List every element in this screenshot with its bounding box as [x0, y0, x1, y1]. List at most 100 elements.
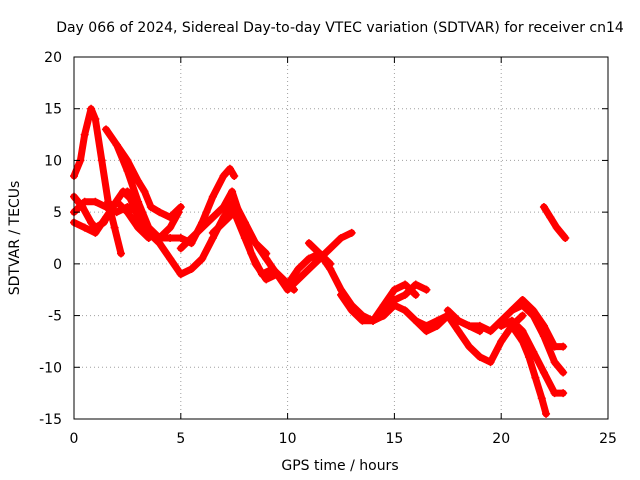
- data-point: [537, 394, 546, 403]
- data-point: [102, 125, 111, 134]
- data-point: [518, 296, 527, 305]
- data-point: [326, 265, 335, 274]
- y-tick-label: -15: [39, 412, 62, 428]
- y-tick-label: 10: [44, 153, 62, 169]
- data-point: [251, 259, 260, 268]
- data-point: [99, 218, 108, 227]
- data-point: [326, 244, 335, 253]
- chart-title: Day 066 of 2024, Sidereal Day-to-day VTE…: [56, 20, 624, 36]
- data-point: [134, 213, 143, 222]
- data-point: [337, 290, 345, 299]
- data-point: [166, 213, 175, 222]
- data-point: [559, 368, 568, 377]
- data-point: [116, 249, 125, 258]
- data-point: [411, 316, 420, 325]
- data-point: [262, 254, 271, 263]
- data-point: [465, 321, 474, 330]
- series-trail: [252, 229, 356, 294]
- data-point: [422, 327, 431, 336]
- data-point: [550, 358, 559, 367]
- data-point: [358, 316, 367, 325]
- data-point: [112, 140, 121, 149]
- data-point: [176, 202, 185, 211]
- data-point: [87, 104, 96, 113]
- series-track-10: [251, 228, 356, 294]
- data-point: [304, 265, 313, 274]
- series-track-17: [507, 321, 551, 418]
- data-point: [559, 342, 568, 351]
- series-trail: [337, 281, 420, 325]
- data-point: [144, 228, 153, 237]
- series-trail: [508, 301, 567, 376]
- data-point: [272, 270, 281, 279]
- x-tick-label: 5: [176, 431, 185, 447]
- data-point: [507, 321, 516, 330]
- grid-lines: [74, 57, 608, 419]
- data-point: [187, 234, 196, 242]
- data-point: [475, 352, 484, 361]
- data-point: [518, 311, 527, 320]
- data-point: [140, 187, 149, 196]
- data-point: [219, 218, 228, 227]
- data-point: [134, 177, 143, 186]
- data-point: [529, 306, 538, 315]
- data-point: [146, 202, 155, 211]
- data-point: [80, 223, 89, 232]
- data-point: [123, 166, 132, 175]
- data-point: [97, 156, 106, 165]
- data-point: [559, 389, 568, 398]
- data-point: [401, 280, 410, 289]
- data-point: [347, 306, 356, 315]
- x-tick-label: 20: [492, 431, 510, 447]
- data-point: [518, 327, 527, 336]
- data-point: [347, 228, 356, 237]
- data-point: [518, 337, 527, 346]
- data-point: [166, 223, 175, 232]
- data-point: [198, 223, 207, 232]
- data-point: [91, 115, 100, 124]
- data-point: [91, 197, 100, 206]
- data-point: [379, 301, 388, 310]
- data-point: [550, 389, 559, 398]
- data-point: [208, 192, 217, 201]
- data-point: [304, 254, 313, 263]
- data-point: [561, 234, 570, 242]
- data-point: [507, 306, 516, 315]
- data-point: [379, 311, 388, 320]
- data-point: [337, 234, 345, 242]
- data-point: [208, 228, 217, 237]
- data-point: [208, 213, 217, 222]
- x-tick-label: 0: [70, 431, 79, 447]
- data-point: [176, 270, 185, 279]
- data-point: [176, 244, 185, 253]
- data-point: [531, 373, 540, 382]
- data-point: [294, 265, 303, 274]
- data-point: [497, 337, 506, 346]
- y-tick-label: 0: [53, 257, 62, 273]
- x-tick-label: 10: [279, 431, 297, 447]
- data-point: [454, 327, 463, 336]
- data-point: [187, 265, 196, 274]
- series-track-19: [518, 296, 568, 351]
- data-point: [475, 321, 484, 330]
- y-tick-label: -10: [39, 360, 62, 376]
- data-point: [465, 342, 474, 351]
- data-point: [401, 306, 410, 315]
- series-track-6: [112, 140, 239, 248]
- x-tick-label: 15: [385, 431, 403, 447]
- data-point: [539, 368, 548, 377]
- data-point: [198, 254, 207, 263]
- data-point: [155, 239, 164, 248]
- y-axis-label: SDTVAR / TECUs: [7, 181, 23, 296]
- data-point: [87, 218, 96, 227]
- series-track-9: [208, 208, 335, 289]
- y-tick-label: 20: [44, 50, 62, 66]
- data-point: [219, 202, 228, 211]
- series-track-20: [539, 202, 570, 242]
- data-point: [315, 249, 324, 258]
- data-point: [228, 187, 237, 196]
- data-point: [524, 352, 533, 361]
- data-point: [486, 358, 495, 367]
- data-point: [91, 223, 100, 232]
